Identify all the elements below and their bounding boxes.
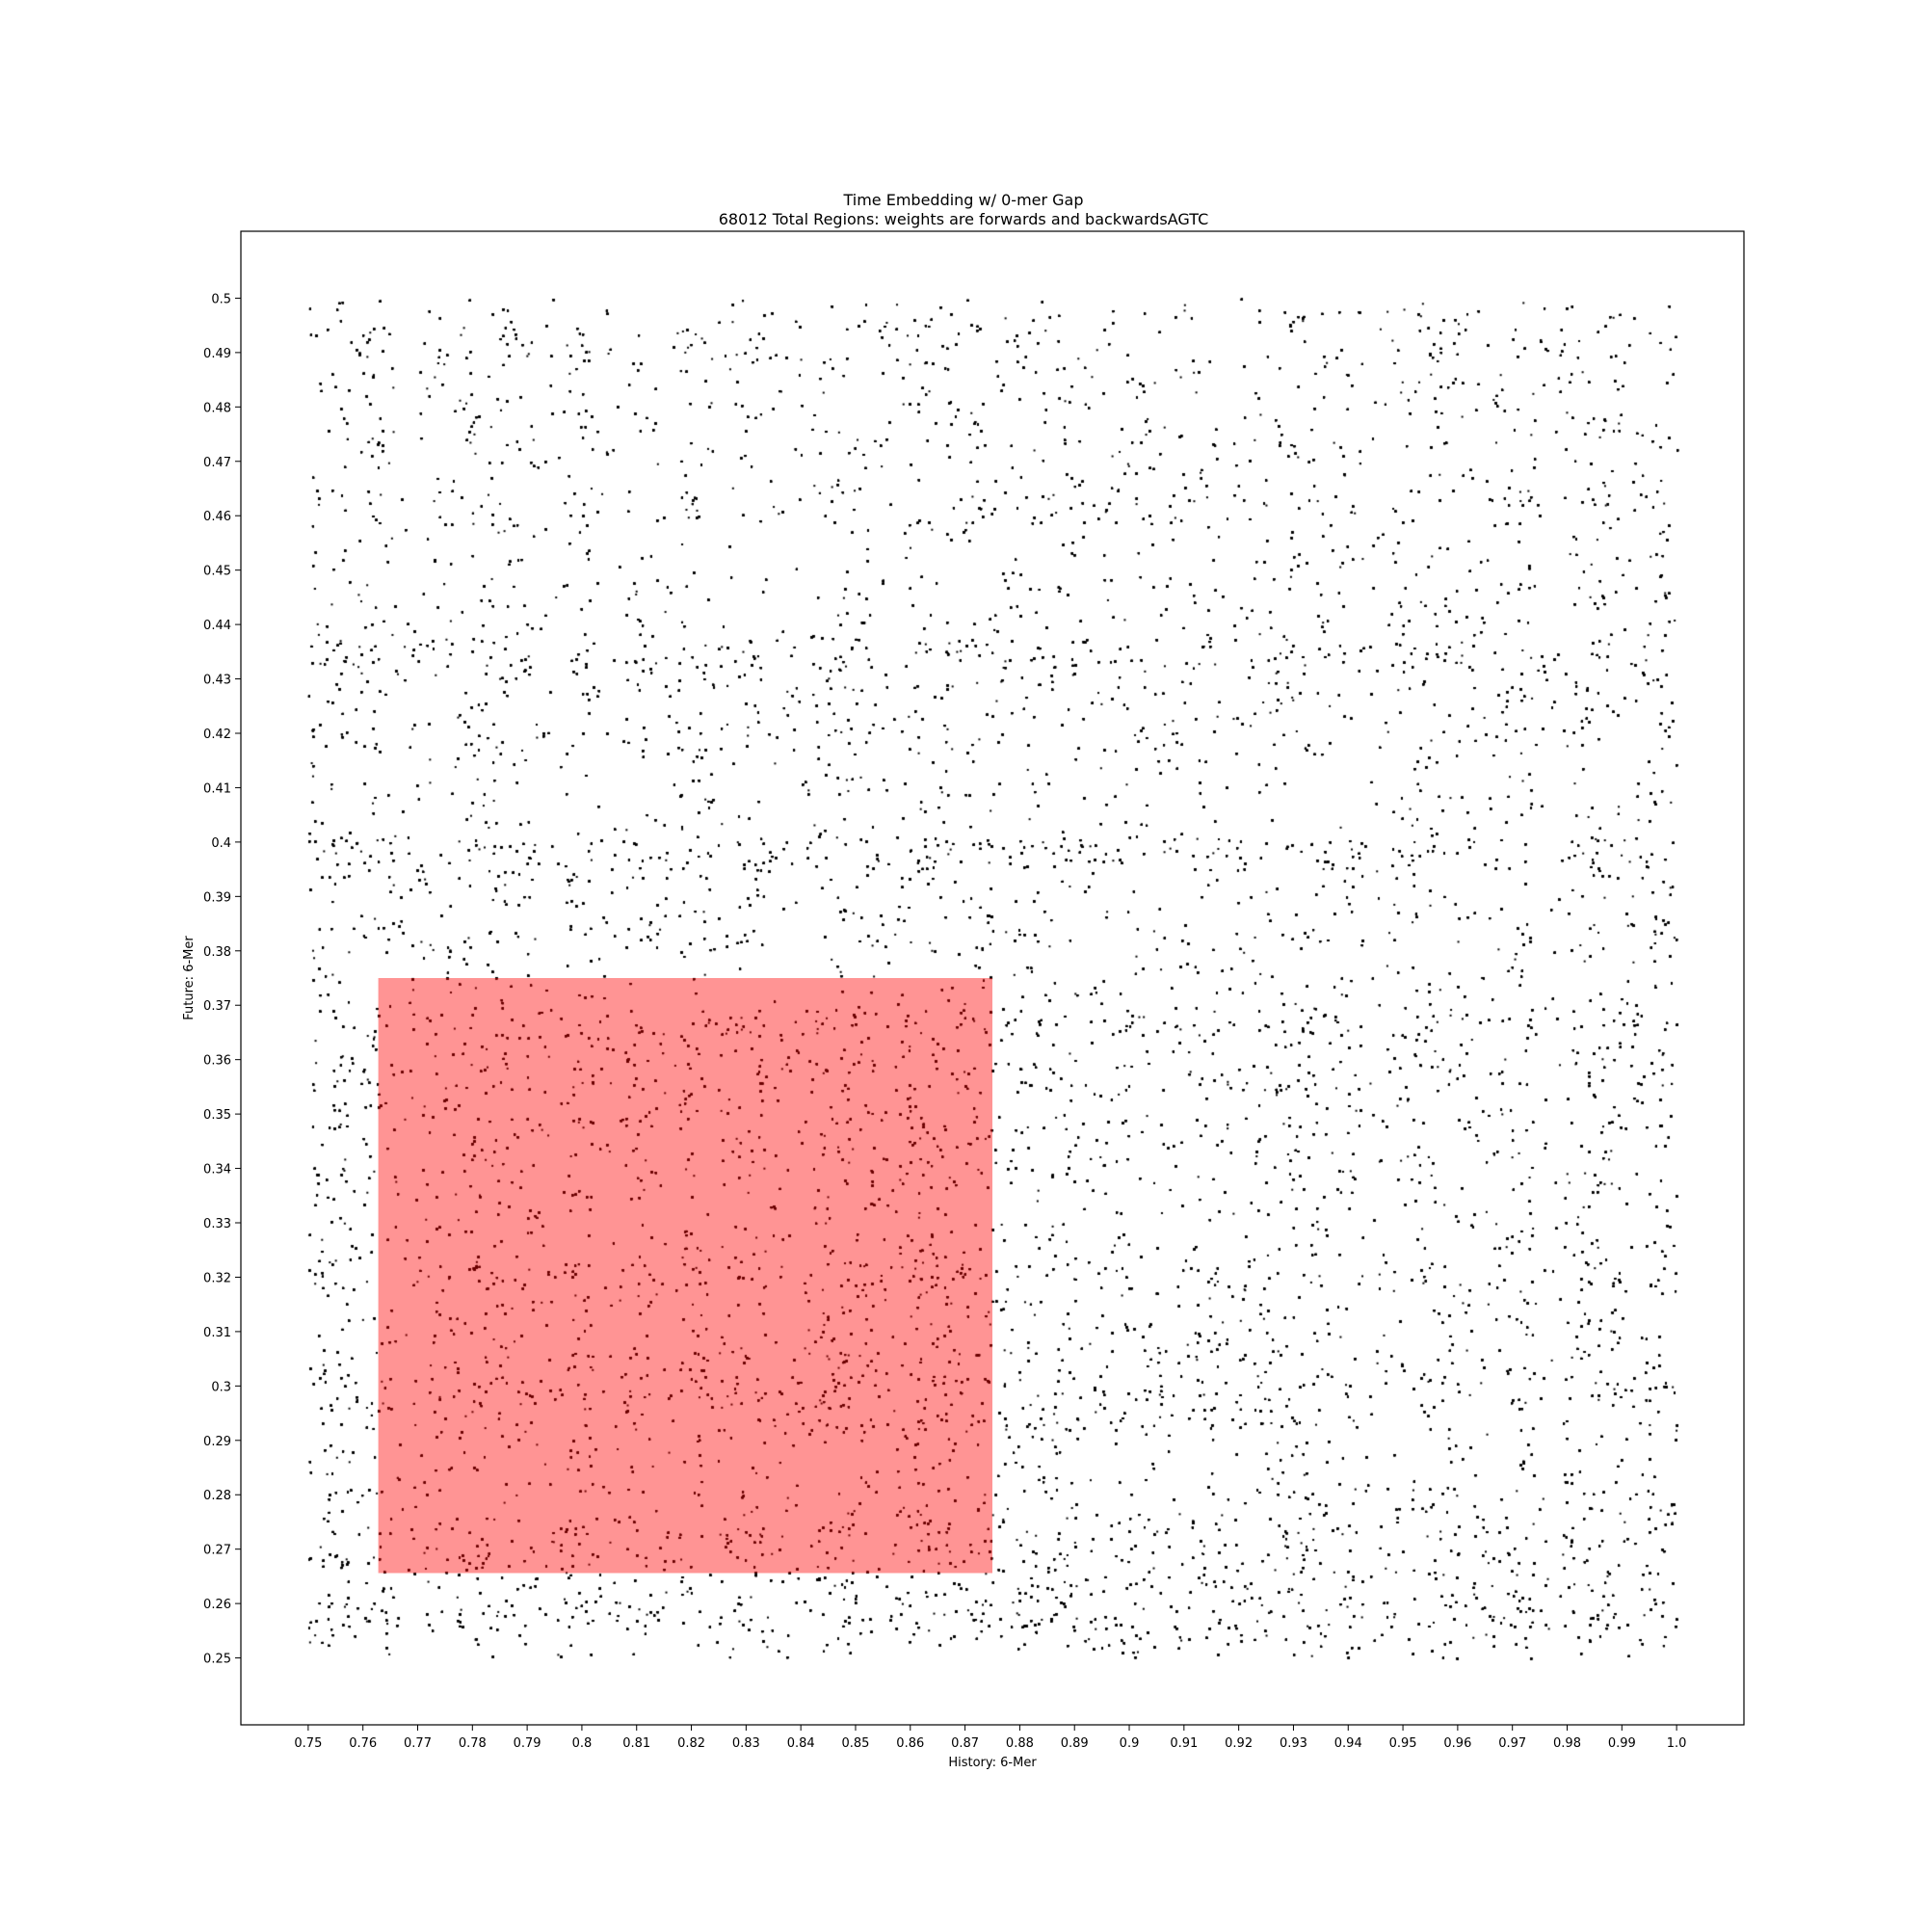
chart-subtitle: 68012 Total Regions: weights are forward… xyxy=(719,210,1209,228)
plot-frame xyxy=(240,230,1745,1726)
y-tick-label: 0.46 xyxy=(203,510,231,524)
y-tick-label: 0.3 xyxy=(211,1380,231,1394)
y-tick-label: 0.37 xyxy=(203,999,231,1014)
y-tick-label: 0.42 xyxy=(203,728,231,742)
plot-area xyxy=(240,230,1745,1726)
x-tick-label: 0.92 xyxy=(1225,1736,1253,1751)
y-tick-label: 0.5 xyxy=(211,292,231,306)
y-tick-label: 0.43 xyxy=(203,674,231,688)
x-axis-ticks: 0.75 0.76 0.77 0.78 0.79 0.8 0.81 0.82 0.83 0.84 0… xyxy=(294,1725,1686,1751)
x-tick-label: 0.78 xyxy=(459,1736,487,1751)
x-tick-label: 0.97 xyxy=(1498,1736,1526,1751)
x-tick-label: 0.75 xyxy=(294,1736,322,1751)
x-tick-label: 0.94 xyxy=(1334,1736,1362,1751)
y-tick-label: 0.32 xyxy=(203,1271,231,1285)
x-tick-label: 0.99 xyxy=(1608,1736,1636,1751)
y-tick-label: 0.45 xyxy=(203,565,231,579)
y-tick-label: 0.47 xyxy=(203,456,231,470)
y-tick-label: 0.25 xyxy=(203,1653,231,1667)
x-tick-label: 1.0 xyxy=(1667,1736,1687,1751)
x-tick-label: 0.96 xyxy=(1443,1736,1471,1751)
y-tick-label: 0.31 xyxy=(203,1326,231,1340)
y-tick-label: 0.4 xyxy=(211,836,231,851)
y-tick-label: 0.35 xyxy=(203,1108,231,1123)
x-tick-label: 0.93 xyxy=(1280,1736,1307,1751)
x-tick-label: 0.84 xyxy=(787,1736,815,1751)
x-tick-label: 0.82 xyxy=(677,1736,705,1751)
y-tick-label: 0.48 xyxy=(203,401,231,415)
y-tick-label: 0.36 xyxy=(203,1054,231,1069)
x-tick-label: 0.87 xyxy=(951,1736,979,1751)
x-tick-label: 0.91 xyxy=(1170,1736,1198,1751)
scatter-points xyxy=(241,231,1744,1725)
x-tick-label: 0.81 xyxy=(622,1736,650,1751)
x-tick-label: 0.86 xyxy=(896,1736,924,1751)
y-tick-label: 0.49 xyxy=(203,347,231,361)
y-tick-label: 0.41 xyxy=(203,781,231,796)
x-tick-label: 0.89 xyxy=(1061,1736,1089,1751)
x-axis-label: History: 6-Mer xyxy=(948,1756,1037,1770)
highlight-region xyxy=(378,978,992,1574)
x-tick-label: 0.98 xyxy=(1553,1736,1581,1751)
y-tick-label: 0.29 xyxy=(203,1435,231,1449)
x-tick-label: 0.95 xyxy=(1389,1736,1417,1751)
y-tick-label: 0.34 xyxy=(203,1163,231,1178)
chart-title: Time Embedding w/ 0-mer Gap xyxy=(842,191,1083,209)
x-tick-label: 0.88 xyxy=(1006,1736,1034,1751)
y-tick-label: 0.28 xyxy=(203,1489,231,1503)
y-tick-label: 0.44 xyxy=(203,619,231,633)
y-tick-label: 0.26 xyxy=(203,1598,231,1612)
y-tick-label: 0.38 xyxy=(203,945,231,960)
y-axis-ticks: 0.25 0.26 0.27 0.28 0.29 0.3 0.31 0.32 0.33 0.34 0… xyxy=(203,292,241,1667)
y-tick-label: 0.33 xyxy=(203,1217,231,1231)
x-tick-label: 0.83 xyxy=(732,1736,760,1751)
y-axis-label: Future: 6-Mer xyxy=(182,936,197,1020)
y-tick-label: 0.39 xyxy=(203,890,231,905)
x-tick-label: 0.79 xyxy=(514,1736,541,1751)
x-tick-label: 0.85 xyxy=(841,1736,869,1751)
x-tick-label: 0.76 xyxy=(349,1736,377,1751)
x-tick-label: 0.8 xyxy=(572,1736,593,1751)
x-tick-label: 0.77 xyxy=(404,1736,432,1751)
y-tick-label: 0.27 xyxy=(203,1544,231,1558)
x-tick-label: 0.9 xyxy=(1120,1736,1140,1751)
